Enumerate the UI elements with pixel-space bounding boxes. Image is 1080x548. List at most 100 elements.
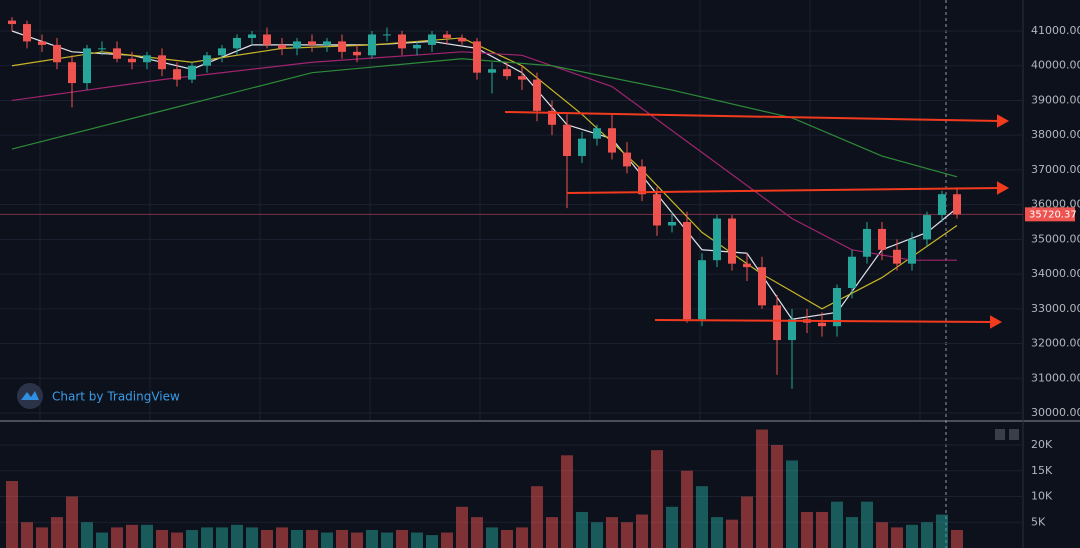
candle-body bbox=[218, 48, 226, 56]
candle-body bbox=[788, 319, 796, 341]
volume-bar bbox=[81, 522, 93, 548]
y-tick-label: 30000.00 bbox=[1031, 406, 1080, 419]
candle-body bbox=[68, 62, 76, 84]
volume-bar bbox=[51, 517, 63, 548]
volume-bar bbox=[336, 529, 348, 548]
candle-body bbox=[758, 267, 766, 306]
candle-body bbox=[233, 37, 241, 49]
volume-bar bbox=[621, 522, 633, 548]
candle-body bbox=[263, 34, 271, 45]
volume-bar bbox=[486, 527, 498, 548]
volume-bar bbox=[441, 532, 453, 548]
last-price-label: 35720.37 bbox=[1029, 209, 1077, 220]
volume-bar bbox=[891, 527, 903, 548]
price-axis: 30000.00 31000.00 32000.00 33000.00 34000.00… bbox=[1025, 24, 1080, 528]
candle-body bbox=[713, 218, 721, 261]
volume-bar bbox=[351, 532, 363, 548]
volume-bar bbox=[936, 514, 948, 548]
candle-body bbox=[503, 69, 511, 77]
volume-bar bbox=[726, 519, 738, 548]
y-tick-label: 33000.00 bbox=[1031, 302, 1080, 315]
volume-bar bbox=[381, 532, 393, 548]
arrow-head bbox=[997, 181, 1010, 195]
candle-body bbox=[443, 34, 451, 38]
candle-body bbox=[548, 110, 556, 125]
candle-body bbox=[38, 41, 46, 45]
volume-bar bbox=[681, 470, 693, 548]
volume-bar bbox=[426, 535, 438, 548]
volume-bar bbox=[111, 527, 123, 548]
candle-body bbox=[878, 228, 886, 250]
volume-bar bbox=[831, 501, 843, 548]
candle-body bbox=[293, 41, 301, 49]
last-price-box bbox=[1025, 207, 1075, 222]
grid bbox=[0, 0, 1023, 523]
candle-body bbox=[173, 69, 181, 80]
candle-body bbox=[728, 218, 736, 264]
candle-body bbox=[938, 194, 946, 216]
button[interactable] bbox=[1009, 429, 1019, 440]
volume-bar bbox=[756, 429, 768, 548]
candle-body bbox=[383, 34, 391, 36]
candles bbox=[8, 17, 961, 389]
volume-bar bbox=[741, 496, 753, 548]
volume-bar bbox=[471, 517, 483, 548]
volume-bar bbox=[636, 514, 648, 548]
candle-body bbox=[848, 256, 856, 288]
candle-body bbox=[923, 215, 931, 240]
volume-bar bbox=[186, 529, 198, 548]
candle-body bbox=[593, 128, 601, 139]
y-tick-label: 37000.00 bbox=[1031, 163, 1080, 176]
volume-bar bbox=[216, 527, 228, 548]
volume-bar bbox=[306, 529, 318, 548]
candle-body bbox=[278, 44, 286, 49]
candle-body bbox=[8, 20, 16, 25]
candle-body bbox=[368, 34, 376, 56]
y-tick-label: 31000.00 bbox=[1031, 371, 1080, 384]
candle-body bbox=[413, 44, 421, 49]
candle-body bbox=[863, 228, 871, 257]
volume-bar bbox=[771, 445, 783, 548]
volume-bar bbox=[396, 529, 408, 548]
volume-bar bbox=[126, 524, 138, 548]
volume-bar bbox=[21, 522, 33, 548]
volume-bar bbox=[201, 527, 213, 548]
button[interactable] bbox=[995, 429, 1005, 440]
volume-bar bbox=[411, 532, 423, 548]
candle-body bbox=[203, 55, 211, 66]
volume-bar bbox=[321, 532, 333, 548]
volume-bar bbox=[951, 529, 963, 548]
candle-body bbox=[773, 305, 781, 341]
candle-body bbox=[143, 55, 151, 63]
trend-line bbox=[504, 111, 1001, 122]
volume-bar bbox=[576, 511, 588, 548]
volume-bar bbox=[696, 486, 708, 548]
volume-bar bbox=[651, 450, 663, 548]
volume-bar bbox=[231, 524, 243, 548]
volume-bar bbox=[876, 522, 888, 548]
y-tick-label: 10K bbox=[1031, 490, 1053, 503]
volume-bar bbox=[456, 506, 468, 548]
volume-bar bbox=[546, 517, 558, 548]
moving-average bbox=[11, 58, 958, 178]
volume-bar bbox=[666, 506, 678, 548]
volume-bar bbox=[711, 517, 723, 548]
moving-average bbox=[11, 51, 957, 261]
candle-body bbox=[53, 44, 61, 63]
volume-pane bbox=[6, 429, 963, 548]
volume-bar bbox=[36, 527, 48, 548]
candle-body bbox=[23, 24, 31, 42]
y-tick-label: 5K bbox=[1031, 515, 1046, 528]
volume-bar bbox=[501, 529, 513, 548]
volume-bar bbox=[366, 529, 378, 548]
candle-body bbox=[188, 65, 196, 80]
watermark-text: Chart by TradingView bbox=[52, 390, 180, 404]
trend-lines bbox=[504, 111, 1010, 329]
volume-bar bbox=[291, 529, 303, 548]
candle-body bbox=[683, 222, 691, 320]
volume-bar bbox=[96, 532, 108, 548]
y-tick-label: 34000.00 bbox=[1031, 267, 1080, 280]
volume-bar bbox=[606, 517, 618, 548]
candle-body bbox=[473, 41, 481, 73]
